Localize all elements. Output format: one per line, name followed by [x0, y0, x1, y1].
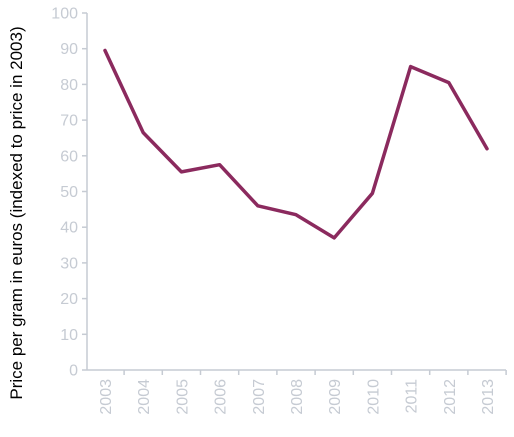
- x-tick-label: 2010: [365, 379, 382, 415]
- x-tick-label: 2009: [327, 379, 344, 415]
- x-tick-label: 2004: [136, 379, 153, 415]
- x-tick-label: 2008: [289, 379, 306, 415]
- x-tick-label: 2003: [98, 379, 115, 415]
- x-tick-label: 2012: [442, 379, 459, 415]
- y-tick-label: 20: [60, 291, 78, 308]
- y-tick-label: 30: [60, 255, 78, 272]
- y-axis-title: Price per gram in euros (indexed to pric…: [7, 26, 26, 399]
- y-tick-label: 10: [60, 327, 78, 344]
- y-tick-label: 50: [60, 184, 78, 201]
- series-line: [103, 48, 489, 240]
- x-tick-label: 2011: [404, 379, 421, 414]
- y-tick-label: 60: [60, 148, 78, 165]
- y-tick-label: 80: [60, 77, 78, 94]
- x-tick-label: 2007: [251, 379, 268, 415]
- x-tick-label: 2006: [213, 379, 230, 415]
- x-tick-label: 2005: [174, 379, 191, 415]
- y-tick-label: 40: [60, 220, 78, 237]
- y-tick-label: 100: [51, 6, 78, 23]
- x-tick-label: 2013: [480, 379, 497, 415]
- y-tick-label: 70: [60, 113, 78, 130]
- y-tick-label: 90: [60, 41, 78, 58]
- y-tick-label: 0: [69, 363, 78, 380]
